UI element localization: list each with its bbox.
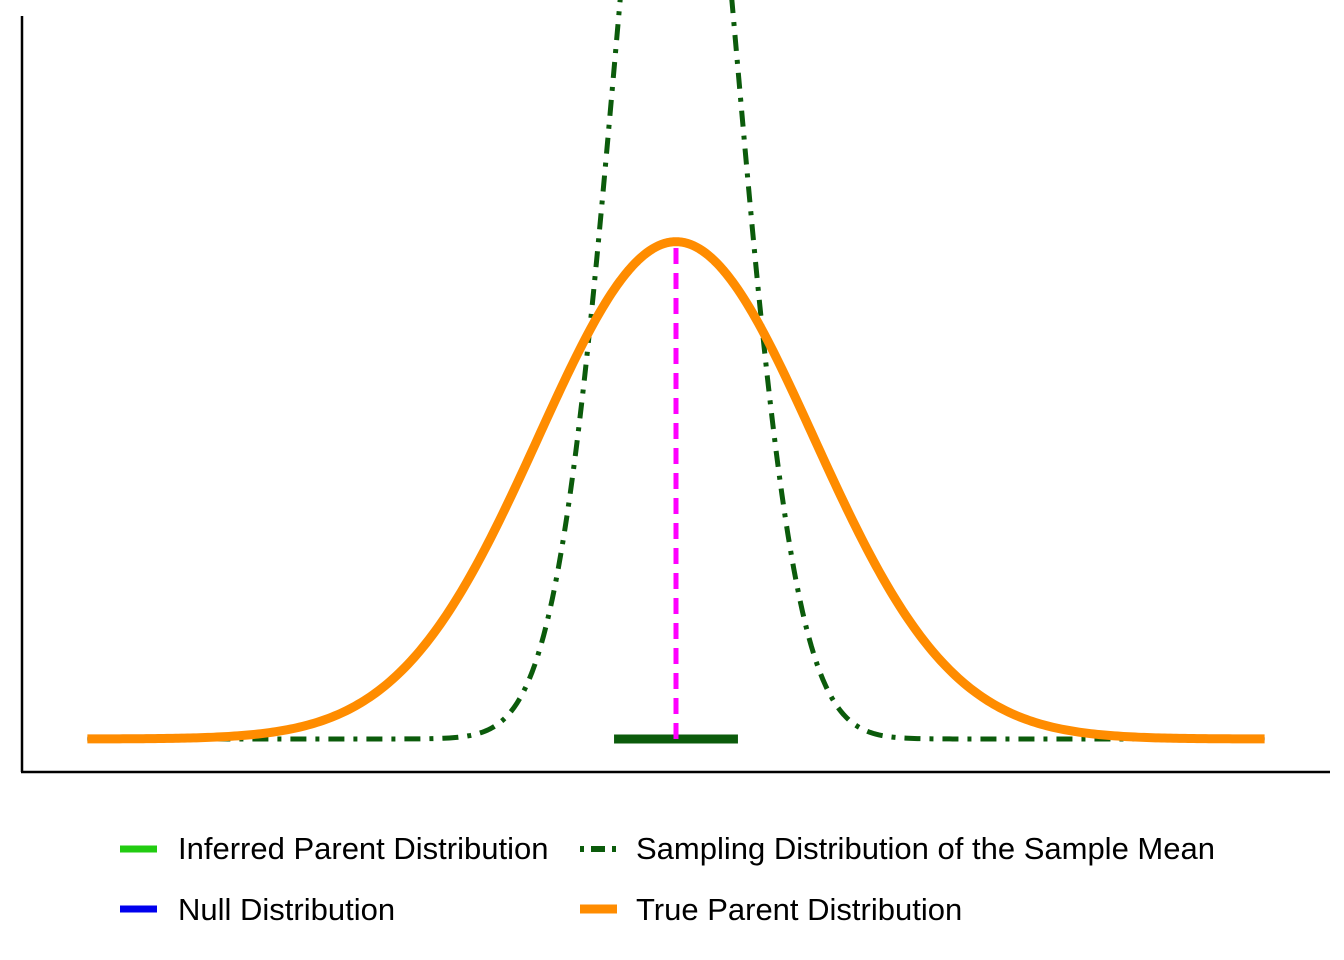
plot-area [85,0,1267,744]
legend-label-null: Null Distribution [178,892,395,927]
series-line-true [85,237,1267,744]
legend-item-inferred: Inferred Parent Distribution [120,831,548,866]
legend-label-sampling: Sampling Distribution of the Sample Mean [636,831,1215,866]
legend-item-null: Null Distribution [120,892,395,927]
legend-label-true: True Parent Distribution [636,892,962,927]
legend: Inferred Parent Distribution Sampling Di… [120,831,1215,927]
legend-label-inferred: Inferred Parent Distribution [178,831,548,866]
legend-item-sampling: Sampling Distribution of the Sample Mean [580,831,1215,866]
legend-item-true: True Parent Distribution [580,892,962,927]
series-line-sampling [87,0,1265,742]
